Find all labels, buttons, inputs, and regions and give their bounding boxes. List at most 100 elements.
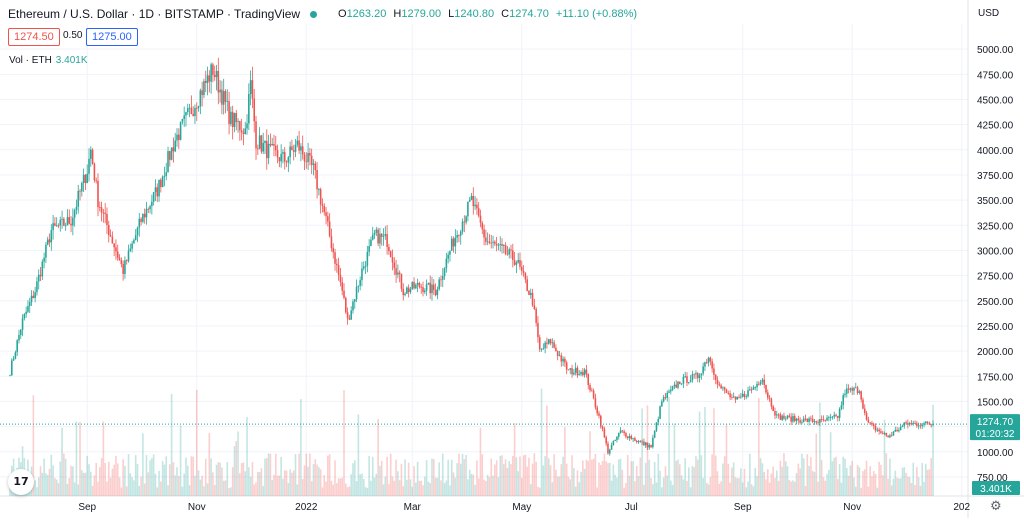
candle <box>456 230 458 243</box>
volume-bar <box>659 470 661 496</box>
candle <box>86 164 89 184</box>
volume-bar <box>230 487 232 496</box>
volume-bar <box>698 411 701 496</box>
gear-icon[interactable]: ⚙ <box>990 498 1002 513</box>
volume-bar <box>512 456 514 496</box>
candle <box>170 147 173 161</box>
candle <box>267 134 270 165</box>
candle <box>380 233 383 246</box>
volume-bar <box>179 425 182 496</box>
volume-bar <box>339 478 342 496</box>
candle <box>27 300 29 314</box>
volume-bar <box>668 397 670 496</box>
candle <box>892 431 895 436</box>
candle <box>625 431 627 439</box>
candle <box>215 64 218 91</box>
volume-bar <box>813 471 816 496</box>
candle <box>610 442 613 450</box>
volume-bar <box>599 464 602 496</box>
volume-bar <box>705 482 708 496</box>
candle <box>258 127 261 150</box>
buy-price-button[interactable]: 1275.00 <box>86 28 138 46</box>
candle <box>506 246 509 256</box>
volume-bar <box>334 460 336 496</box>
y-tick-label: 1500.00 <box>977 397 1014 408</box>
volume-bar <box>118 477 121 496</box>
volume-bar <box>833 457 836 496</box>
candle <box>431 276 433 301</box>
volume-bar <box>257 471 259 496</box>
candle <box>508 247 511 259</box>
volume-bar <box>661 487 663 496</box>
candle <box>461 218 464 235</box>
candle <box>628 433 631 441</box>
volume-bar <box>255 482 257 496</box>
volume-bar <box>319 469 322 496</box>
volume-bar <box>576 470 579 496</box>
volume-bar <box>928 469 931 496</box>
volume-bar <box>242 462 245 496</box>
volume-bar <box>862 471 864 496</box>
candle <box>569 368 572 375</box>
candle <box>91 148 94 165</box>
candle <box>608 448 611 456</box>
candle <box>228 92 230 135</box>
candle <box>512 243 514 268</box>
currency-selector[interactable]: USD <box>978 8 1000 19</box>
volume-bar <box>592 458 595 496</box>
candle <box>36 276 38 296</box>
candle <box>269 133 272 148</box>
volume-bar <box>90 471 92 496</box>
volume-bar <box>799 468 801 496</box>
candle <box>497 243 500 251</box>
candle <box>745 394 748 400</box>
volume-bar <box>506 467 509 496</box>
candle <box>777 413 780 419</box>
volume-bar <box>291 472 293 496</box>
candle <box>438 277 440 291</box>
candle <box>237 118 239 133</box>
candle <box>188 103 191 118</box>
candle <box>504 242 507 256</box>
sell-price-button[interactable]: 1274.50 <box>8 28 60 46</box>
candle <box>278 156 281 168</box>
candle <box>46 236 49 246</box>
candle <box>722 386 724 392</box>
y-tick-label: 1750.00 <box>977 372 1014 383</box>
candle <box>131 240 133 253</box>
volume-bar <box>664 466 667 496</box>
volume-bar <box>77 484 80 496</box>
volume-bar <box>612 464 615 496</box>
x-tick-label: Jul <box>625 502 638 513</box>
candle <box>366 245 369 273</box>
volume-bar <box>398 480 401 496</box>
volume-bar <box>932 404 934 496</box>
volume-bar <box>810 457 812 496</box>
volume-bar <box>872 471 875 496</box>
candle <box>107 220 110 243</box>
volume-bar <box>267 453 270 496</box>
candle <box>851 386 853 395</box>
candle <box>808 416 810 426</box>
volume-bar <box>185 457 187 496</box>
volume-bar <box>811 470 814 496</box>
candle <box>657 416 660 426</box>
candle <box>664 392 667 400</box>
high-value: 1279.00 <box>401 8 442 20</box>
candle <box>118 254 121 261</box>
volume-bar <box>849 465 852 496</box>
candle <box>793 413 796 423</box>
volume-bar <box>438 462 440 496</box>
volume-bar <box>691 466 694 496</box>
volume-bar <box>75 421 78 496</box>
candle <box>714 374 717 385</box>
candle <box>648 443 651 450</box>
candle <box>652 434 654 449</box>
candle <box>57 223 60 229</box>
tradingview-logo-icon[interactable]: 17 <box>8 469 34 495</box>
volume-bar <box>632 461 634 496</box>
volume-bar <box>704 407 706 496</box>
volume-bar <box>382 484 385 496</box>
